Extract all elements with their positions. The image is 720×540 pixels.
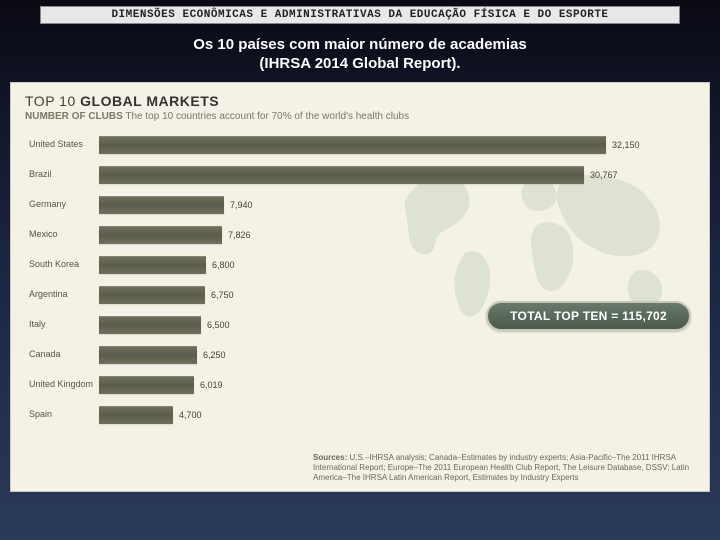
bar-row: Brazil 30,767 — [29, 162, 695, 188]
bar-label: South Korea — [29, 260, 99, 269]
bar-fill — [99, 346, 197, 364]
subtitle-line2: (IHRSA 2014 Global Report). — [259, 55, 460, 72]
bar-value: 6,800 — [206, 256, 235, 274]
bar-label: Mexico — [29, 230, 99, 239]
bar-fill — [99, 136, 606, 154]
bar-track: 32,150 — [99, 136, 695, 154]
page-banner: DIMENSÕES ECONÔMICAS E ADMINISTRATIVAS D… — [40, 6, 680, 24]
bar-row: Spain 4,700 — [29, 402, 695, 428]
bar-track: 7,826 — [99, 226, 695, 244]
bar-value: 6,500 — [201, 316, 230, 334]
bar-row: Germany 7,940 — [29, 192, 695, 218]
bar-row: South Korea 6,800 — [29, 252, 695, 278]
bar-value: 4,700 — [173, 406, 202, 424]
chart-subtitle-label: NUMBER OF CLUBS — [25, 111, 123, 122]
bar-label: Brazil — [29, 170, 99, 179]
chart-title-prefix: TOP 10 — [25, 93, 80, 109]
chart-subtitle: NUMBER OF CLUBS The top 10 countries acc… — [25, 111, 695, 122]
bar-fill — [99, 316, 201, 334]
page-subtitle: Os 10 países com maior número de academi… — [0, 36, 720, 74]
bar-track: 7,940 — [99, 196, 695, 214]
bar-fill — [99, 166, 584, 184]
bar-label: Italy — [29, 320, 99, 329]
bar-fill — [99, 376, 194, 394]
bar-value: 6,250 — [197, 346, 226, 364]
bar-value: 6,750 — [205, 286, 234, 304]
subtitle-line1: Os 10 países com maior número de academi… — [193, 36, 527, 53]
bar-fill — [99, 226, 222, 244]
bar-fill — [99, 256, 206, 274]
bar-label: Germany — [29, 200, 99, 209]
total-pill: TOTAL TOP TEN = 115,702 — [486, 301, 691, 331]
bar-track: 4,700 — [99, 406, 695, 424]
bar-label: United Kingdom — [29, 380, 99, 389]
bar-track: 6,800 — [99, 256, 695, 274]
sources-block: Sources: U.S.–IHRSA analysis; Canada–Est… — [313, 453, 693, 483]
bar-track: 6,019 — [99, 376, 695, 394]
bar-value: 6,019 — [194, 376, 223, 394]
bar-fill — [99, 406, 173, 424]
bar-track: 30,767 — [99, 166, 695, 184]
bar-fill — [99, 196, 224, 214]
bar-value: 30,767 — [584, 166, 618, 184]
bar-chart: United States 32,150 Brazil 30,767 Germany 7,… — [29, 132, 695, 428]
bar-track: 6,250 — [99, 346, 695, 364]
sources-label: Sources: — [313, 453, 347, 462]
bar-row: Mexico 7,826 — [29, 222, 695, 248]
bar-label: Canada — [29, 350, 99, 359]
bar-row: United Kingdom 6,019 — [29, 372, 695, 398]
chart-subtitle-text: The top 10 countries account for 70% of … — [123, 111, 409, 122]
bar-value: 32,150 — [606, 136, 640, 154]
chart-title: TOP 10 GLOBAL MARKETS — [25, 93, 695, 109]
chart-title-bold: GLOBAL MARKETS — [80, 93, 219, 109]
bar-row: Canada 6,250 — [29, 342, 695, 368]
bar-label: Spain — [29, 410, 99, 419]
bar-value: 7,826 — [222, 226, 251, 244]
chart-card: TOP 10 GLOBAL MARKETS NUMBER OF CLUBS Th… — [10, 82, 710, 492]
bar-value: 7,940 — [224, 196, 253, 214]
bar-label: Argentina — [29, 290, 99, 299]
bar-fill — [99, 286, 205, 304]
bar-row: United States 32,150 — [29, 132, 695, 158]
sources-text: U.S.–IHRSA analysis; Canada–Estimates by… — [313, 453, 689, 482]
bar-label: United States — [29, 140, 99, 149]
